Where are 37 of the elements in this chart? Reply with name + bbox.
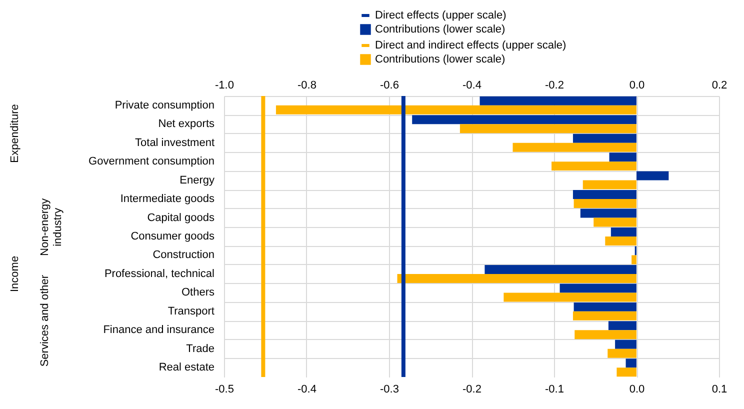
legend-label: Direct effects (upper scale) xyxy=(375,10,506,22)
y-tick-label: Total investment xyxy=(135,136,214,149)
y-tick-label: Intermediate goods xyxy=(120,193,215,206)
x2-tick-label: -0.6 xyxy=(380,80,399,92)
x-tick-label: -0.4 xyxy=(298,384,316,396)
y-tick-label: Transport xyxy=(168,305,214,318)
y-tick-label: Government consumption xyxy=(88,156,214,168)
y-tick-label: Capital goods xyxy=(147,212,215,224)
y-tick-label: Trade xyxy=(186,342,214,355)
text: Income xyxy=(9,256,21,292)
x2-tick-label: 0.0 xyxy=(629,80,645,92)
x-tick-label: -0.2 xyxy=(462,384,482,396)
legend-label: Contributions (lower scale) xyxy=(375,24,506,36)
y-tick-label: Others xyxy=(181,286,215,299)
legend-label: Direct and indirect effects (upper scale) xyxy=(375,40,566,52)
legend-label: Contributions (lower scale) xyxy=(375,54,506,66)
y-tick-label: Real estate xyxy=(158,362,214,374)
x-tick-label: -0.5 xyxy=(215,384,234,396)
x2-tick-label: -0.8 xyxy=(298,80,316,92)
y-tick-label: Energy xyxy=(180,174,215,186)
x-tick-label: 0.0 xyxy=(629,384,645,396)
x2-tick-label: 0.2 xyxy=(712,80,728,92)
text: Services and other xyxy=(39,274,51,367)
x2-tick-label: -1.0 xyxy=(215,80,234,92)
y-tick-label: Consumer goods xyxy=(130,230,215,242)
x-tick-label: -0.3 xyxy=(380,384,399,396)
text: Expenditure xyxy=(9,104,21,163)
x2-tick-label: -0.2 xyxy=(545,80,564,92)
y-tick-label: Finance and insurance xyxy=(103,324,214,336)
y-tick-label: Professional, technical xyxy=(104,268,214,280)
text: Non-energy industry xyxy=(39,198,64,256)
y-tick-label: Private consumption xyxy=(114,99,214,112)
y-tick-label: Construction xyxy=(152,249,214,262)
y-tick-label: Net exports xyxy=(158,118,215,130)
x-tick-label: -0.1 xyxy=(545,384,564,396)
x2-tick-label: -0.4 xyxy=(462,80,482,92)
x-tick-label: 0.1 xyxy=(712,384,728,396)
